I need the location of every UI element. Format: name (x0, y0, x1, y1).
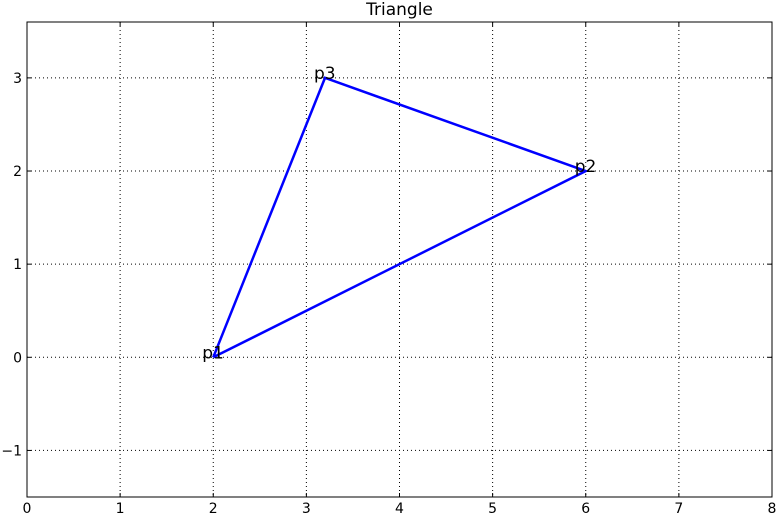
y-tick-label: −1 (1, 443, 22, 459)
x-tick-label: 3 (302, 501, 311, 515)
series-layer (212, 76, 589, 359)
y-tick-label: 2 (13, 164, 22, 180)
ticks: 0 1 2 3 4 5 6 7 8 −1 0 1 2 3 (1, 22, 777, 517)
x-tick-label: 5 (488, 501, 497, 515)
chart-title: Triangle (365, 0, 433, 20)
annotations: p1 p2 p3 (202, 64, 596, 363)
point-label: p3 (314, 64, 336, 84)
y-tick-label: 0 (13, 350, 22, 366)
y-tick-label: 1 (13, 257, 22, 273)
x-tick-label: 7 (674, 501, 683, 515)
triangle-line (212, 76, 589, 359)
grid (26, 22, 773, 497)
plot-frame (26, 21, 773, 498)
x-tick-label: 1 (116, 501, 125, 515)
x-tick-label: 2 (209, 501, 218, 515)
point-label: p1 (202, 343, 224, 363)
point-label: p2 (575, 157, 597, 177)
x-tick-label: 4 (395, 501, 404, 515)
x-tick-label: 0 (23, 501, 32, 515)
x-tick-label: 6 (581, 501, 590, 515)
y-tick-label: 3 (13, 71, 22, 87)
x-tick-label: 8 (768, 501, 777, 515)
